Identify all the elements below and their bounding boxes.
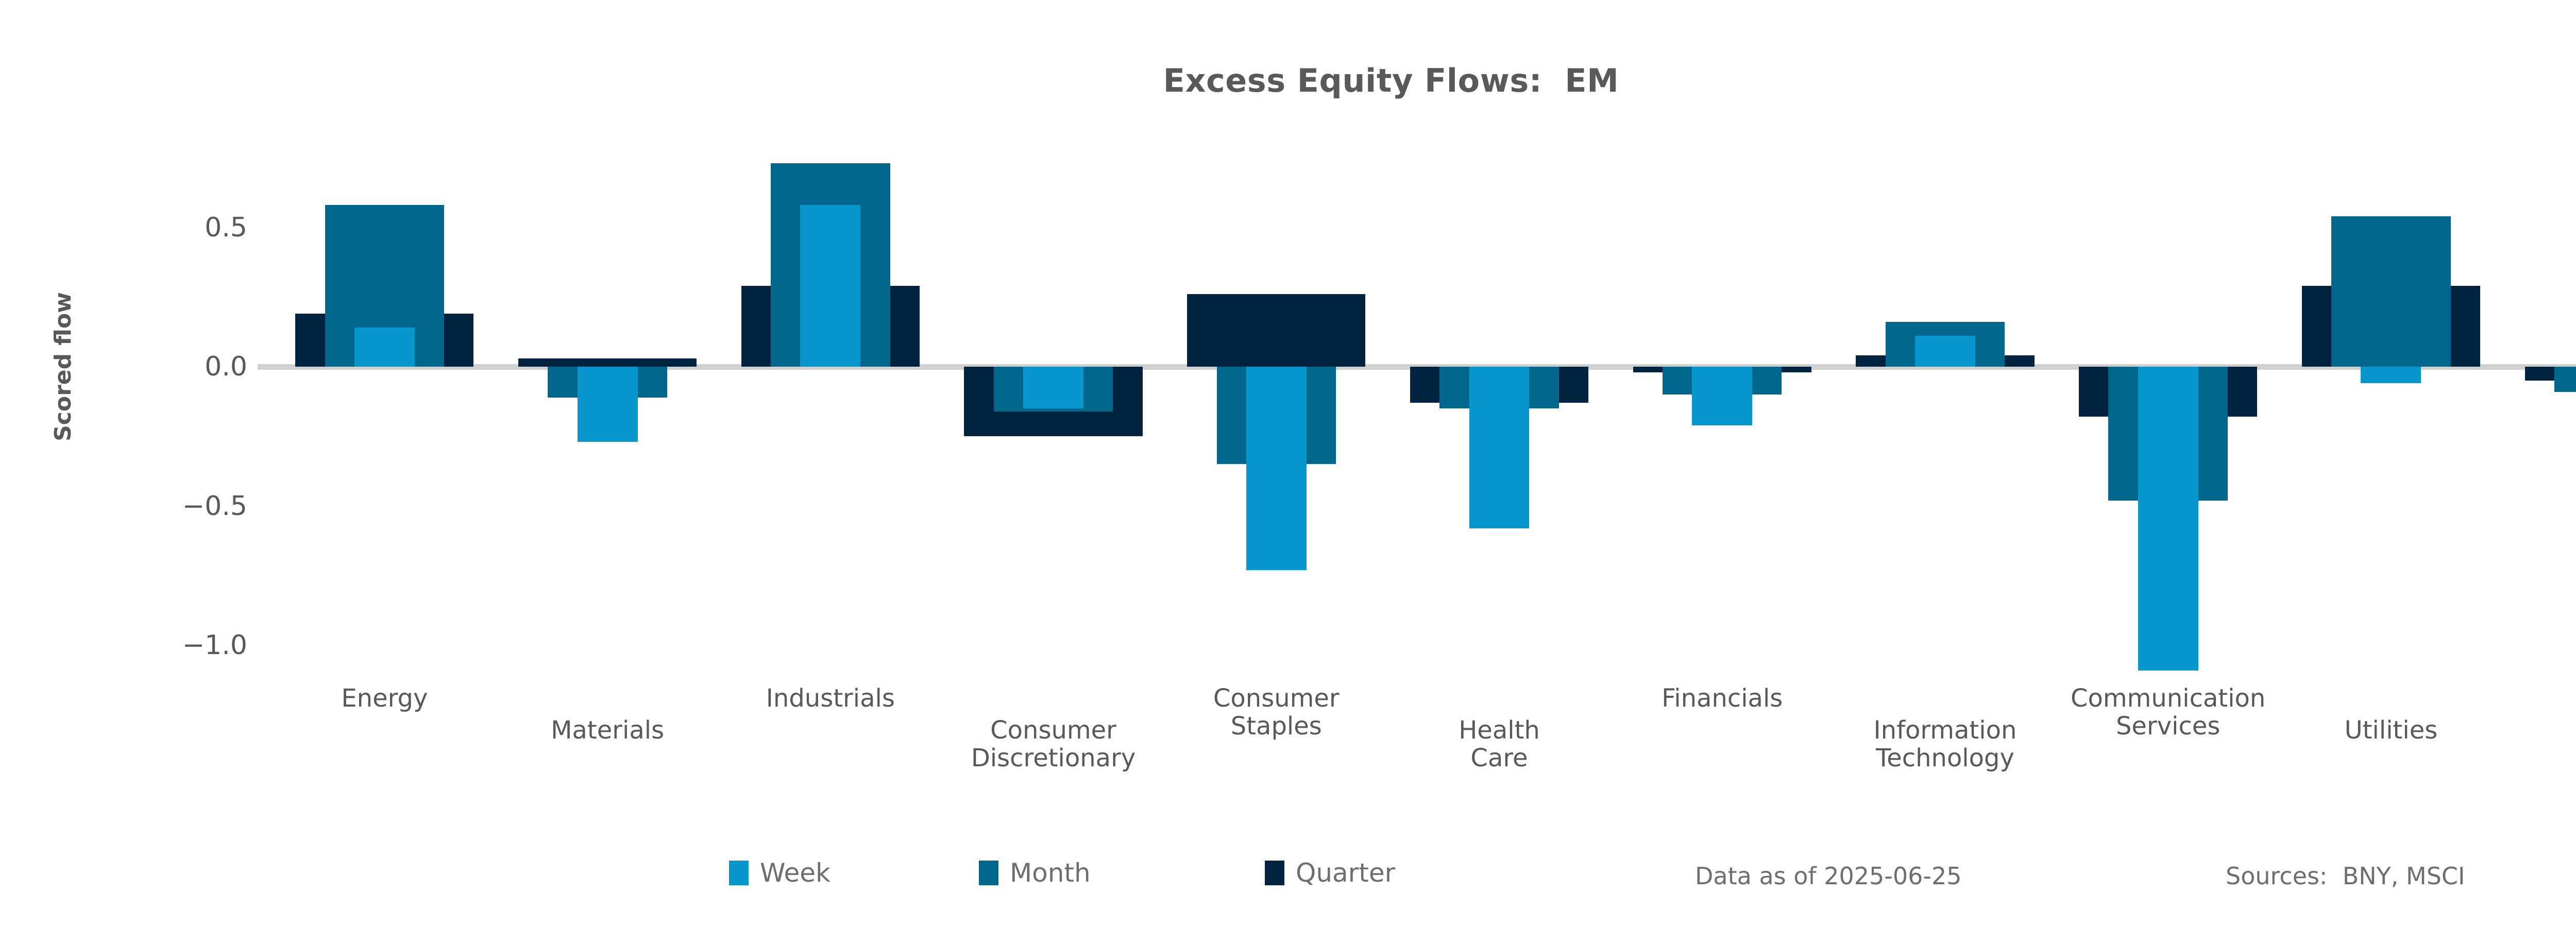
bar-week-9[interactable]	[2361, 367, 2421, 384]
bar-week-0[interactable]	[354, 328, 415, 367]
bar-week-2[interactable]	[800, 205, 861, 367]
x-axis-tick-label: Consumer Staples	[1213, 684, 1340, 741]
y-axis-title: Scored flow	[50, 292, 76, 441]
x-axis-tick-label: Utilities	[2344, 716, 2438, 745]
x-axis-tick-label: Information Technology	[1873, 716, 2017, 772]
bar-week-6[interactable]	[1692, 367, 1753, 425]
x-axis-tick-label: Communication Services	[2071, 684, 2266, 741]
x-axis-tick-label: Health Care	[1459, 716, 1540, 772]
y-axis-tick-label: −0.5	[182, 490, 247, 522]
legend-label: Quarter	[1296, 858, 1396, 888]
legend-item-month[interactable]: Month	[979, 858, 1091, 888]
sources-note: Sources: BNY, MSCI	[2226, 862, 2465, 890]
bar-week-4[interactable]	[1246, 367, 1307, 570]
y-axis-ticks: 0.5 0.0 −0.5 −1.0	[93, 0, 247, 927]
legend-item-week[interactable]: Week	[729, 858, 831, 888]
x-axis-tick-label: Financials	[1662, 684, 1783, 713]
x-axis-tick-label: Industrials	[766, 684, 895, 713]
page-title: Excess Equity Flows: EM	[1163, 62, 1619, 99]
x-axis-tick-label: Energy	[341, 684, 428, 713]
data-as-of-note: Data as of 2025-06-25	[1695, 862, 1962, 890]
bar-month-9[interactable]	[2331, 216, 2451, 367]
bar-week-8[interactable]	[2138, 367, 2198, 671]
bar-week-7[interactable]	[1915, 336, 1975, 367]
bar-week-3[interactable]	[1023, 367, 1083, 409]
x-axis-tick-label: Materials	[551, 716, 665, 745]
legend-swatch-icon	[729, 861, 749, 885]
legend-swatch-icon	[1265, 861, 1284, 885]
legend-label: Month	[1010, 858, 1091, 888]
bar-quarter-1[interactable]	[518, 358, 697, 367]
x-axis-tick-label: Consumer Discretionary	[971, 716, 1136, 772]
bar-week-5[interactable]	[1469, 367, 1530, 528]
legend-item-quarter[interactable]: Quarter	[1265, 858, 1395, 888]
y-axis-tick-label: 0.5	[205, 212, 247, 243]
x-axis-tick-label: Real Estate	[2575, 685, 2576, 741]
bar-week-1[interactable]	[577, 367, 638, 442]
legend-swatch-icon	[979, 861, 998, 885]
plot-area	[258, 77, 2576, 685]
x-axis-ticks: Energy Materials Industrials Consumer Discr…	[273, 684, 2576, 824]
y-axis-tick-label: −1.0	[182, 630, 247, 661]
legend-label: Week	[760, 858, 831, 888]
bar-quarter-4[interactable]	[1187, 294, 1366, 367]
y-axis-tick-label: 0.0	[205, 351, 247, 382]
bar-month-10[interactable]	[2554, 367, 2576, 392]
legend: Data as of 2025-06-25 Sources: BNY, MSCI…	[0, 855, 2576, 896]
